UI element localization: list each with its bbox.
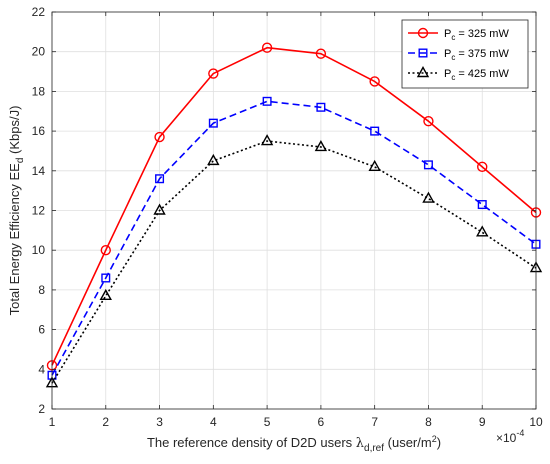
legend-label-rest: = 325 mW	[455, 28, 509, 40]
y-axis-label-text: Total Energy Efficiency EE	[7, 163, 22, 316]
y-tick-label: 16	[32, 124, 46, 138]
series-2	[47, 96, 541, 380]
series-line-3	[51, 140, 537, 384]
y-axis-label: Total Energy Efficiency EEd (Kbps/J)	[7, 106, 26, 316]
data-point-triangle	[260, 134, 274, 146]
x-tick-label: 7	[371, 415, 378, 429]
x-tick-label: 8	[425, 415, 432, 429]
legend-marker-square	[418, 48, 428, 58]
legend-marker-circle	[417, 27, 429, 39]
x-tick-label: 2	[102, 415, 109, 429]
x-axis-label: The reference density of D2D users λd,re…	[147, 434, 441, 454]
data-point-triangle	[99, 288, 112, 301]
y-tick-label: 10	[32, 243, 46, 257]
legend-entry-1: Pc = 325 mW	[444, 28, 509, 42]
data-point-circle	[423, 115, 434, 127]
legend-label-main: P	[444, 68, 451, 80]
data-point-circle	[100, 244, 111, 256]
data-point-triangle	[153, 203, 166, 215]
legend-label-subscript: c	[451, 73, 455, 82]
x-axis-label-symbol: λ	[356, 436, 364, 451]
x-tick-label: 4	[210, 415, 217, 429]
x-axis-label-unit-end: )	[437, 435, 441, 450]
legend-label-main: P	[444, 28, 451, 40]
data-point-triangle	[476, 225, 489, 237]
data-point-square	[477, 200, 487, 210]
data-point-circle	[154, 131, 165, 143]
data-point-square	[370, 126, 380, 136]
series-3	[45, 134, 543, 388]
data-point-triangle	[368, 159, 381, 172]
y-tick-label: 18	[32, 84, 46, 98]
legend-label-rest: = 425 mW	[455, 68, 509, 80]
y-axis-label-subscript: d	[15, 158, 26, 164]
y-axis-label-unit: (Kbps/J)	[7, 106, 22, 158]
y-tick-label: 4	[38, 362, 45, 376]
legend-box	[401, 19, 529, 89]
legend-marker-triangle	[416, 66, 430, 78]
x-tick-label: 10	[529, 415, 543, 429]
data-point-triangle	[207, 153, 220, 166]
data-point-square	[423, 160, 433, 170]
x-axis-multiplier-exponent: -4	[516, 428, 524, 438]
y-tick-label: 12	[32, 204, 46, 218]
x-tick-label: 6	[318, 415, 325, 429]
y-tick-label: 22	[32, 5, 46, 19]
data-point-square	[316, 102, 326, 112]
x-tick-label: 3	[156, 415, 163, 429]
legend-label-main: P	[444, 48, 451, 60]
data-point-triangle	[422, 191, 435, 203]
data-point-square	[208, 118, 218, 128]
x-axis-label-subscript: d,ref	[364, 443, 384, 454]
x-tick-label: 1	[49, 415, 56, 429]
x-axis-label-text: The reference density of D2D users	[147, 435, 356, 450]
data-point-square	[262, 96, 272, 106]
data-point-circle	[208, 68, 219, 79]
data-point-circle	[315, 48, 327, 59]
x-axis-label-unit: (user/m	[384, 435, 432, 450]
x-tick-label: 9	[479, 415, 486, 429]
data-point-square	[101, 273, 111, 283]
series-line-2	[51, 100, 537, 376]
legend-label-rest: = 375 mW	[455, 48, 509, 60]
legend-label-subscript: c	[451, 53, 455, 62]
data-point-circle	[477, 161, 488, 173]
x-tick-label: 5	[264, 415, 271, 429]
legend-entry-3: Pc = 425 mW	[444, 68, 509, 82]
y-tick-label: 20	[32, 45, 46, 59]
y-tick-label: 14	[32, 164, 46, 178]
series-line-1	[51, 46, 537, 366]
x-axis-multiplier-base: ×10	[496, 431, 517, 445]
x-axis-label-superscript: 2	[432, 434, 437, 444]
data-point-circle	[369, 76, 380, 87]
x-axis-multiplier: ×10-4	[496, 428, 524, 445]
y-tick-label: 2	[38, 402, 45, 416]
data-point-triangle	[314, 140, 328, 152]
legend-label-subscript: c	[451, 33, 455, 42]
legend-entry-2: Pc = 375 mW	[444, 48, 509, 62]
y-tick-label: 8	[38, 283, 45, 297]
y-tick-label: 6	[38, 323, 45, 337]
data-point-circle	[261, 42, 273, 53]
data-point-square	[155, 174, 165, 184]
